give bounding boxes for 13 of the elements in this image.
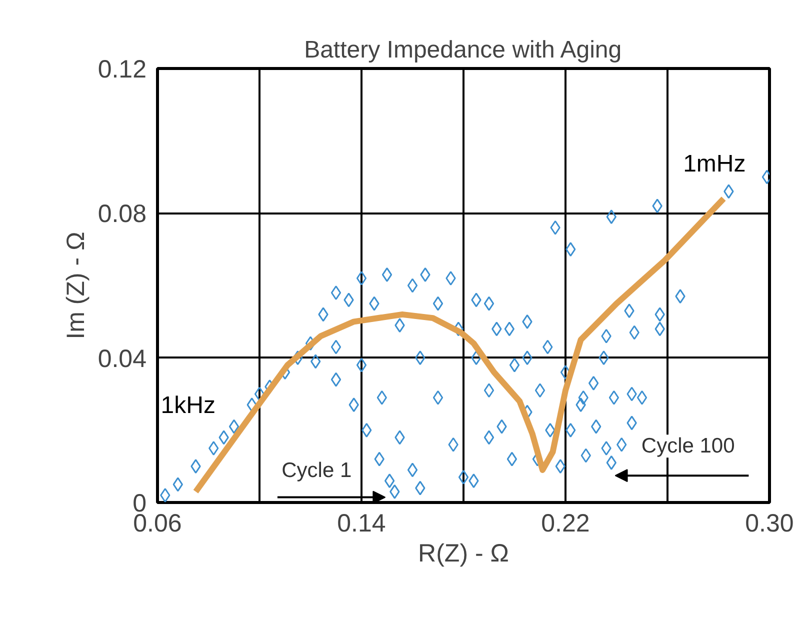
y-tick-label: 0.08 — [98, 200, 147, 228]
annotation: 1kHz — [160, 392, 216, 420]
y-tick-label: 0.04 — [98, 344, 147, 373]
annotation: Cycle 1 — [282, 458, 352, 482]
annotation: Cycle 100 — [641, 434, 735, 458]
y-tick-label: 0.12 — [98, 56, 147, 84]
annotation: 1mHz — [683, 150, 746, 178]
x-axis-title: R(Z) - Ω — [418, 540, 509, 568]
chart-title: Battery Impedance with Aging — [304, 36, 622, 64]
x-tick-label: 0.30 — [745, 510, 794, 538]
y-axis-title: Im (Z) - Ω — [62, 232, 90, 340]
x-tick-label: 0.22 — [541, 510, 590, 538]
x-tick-label: 0.14 — [337, 510, 386, 538]
